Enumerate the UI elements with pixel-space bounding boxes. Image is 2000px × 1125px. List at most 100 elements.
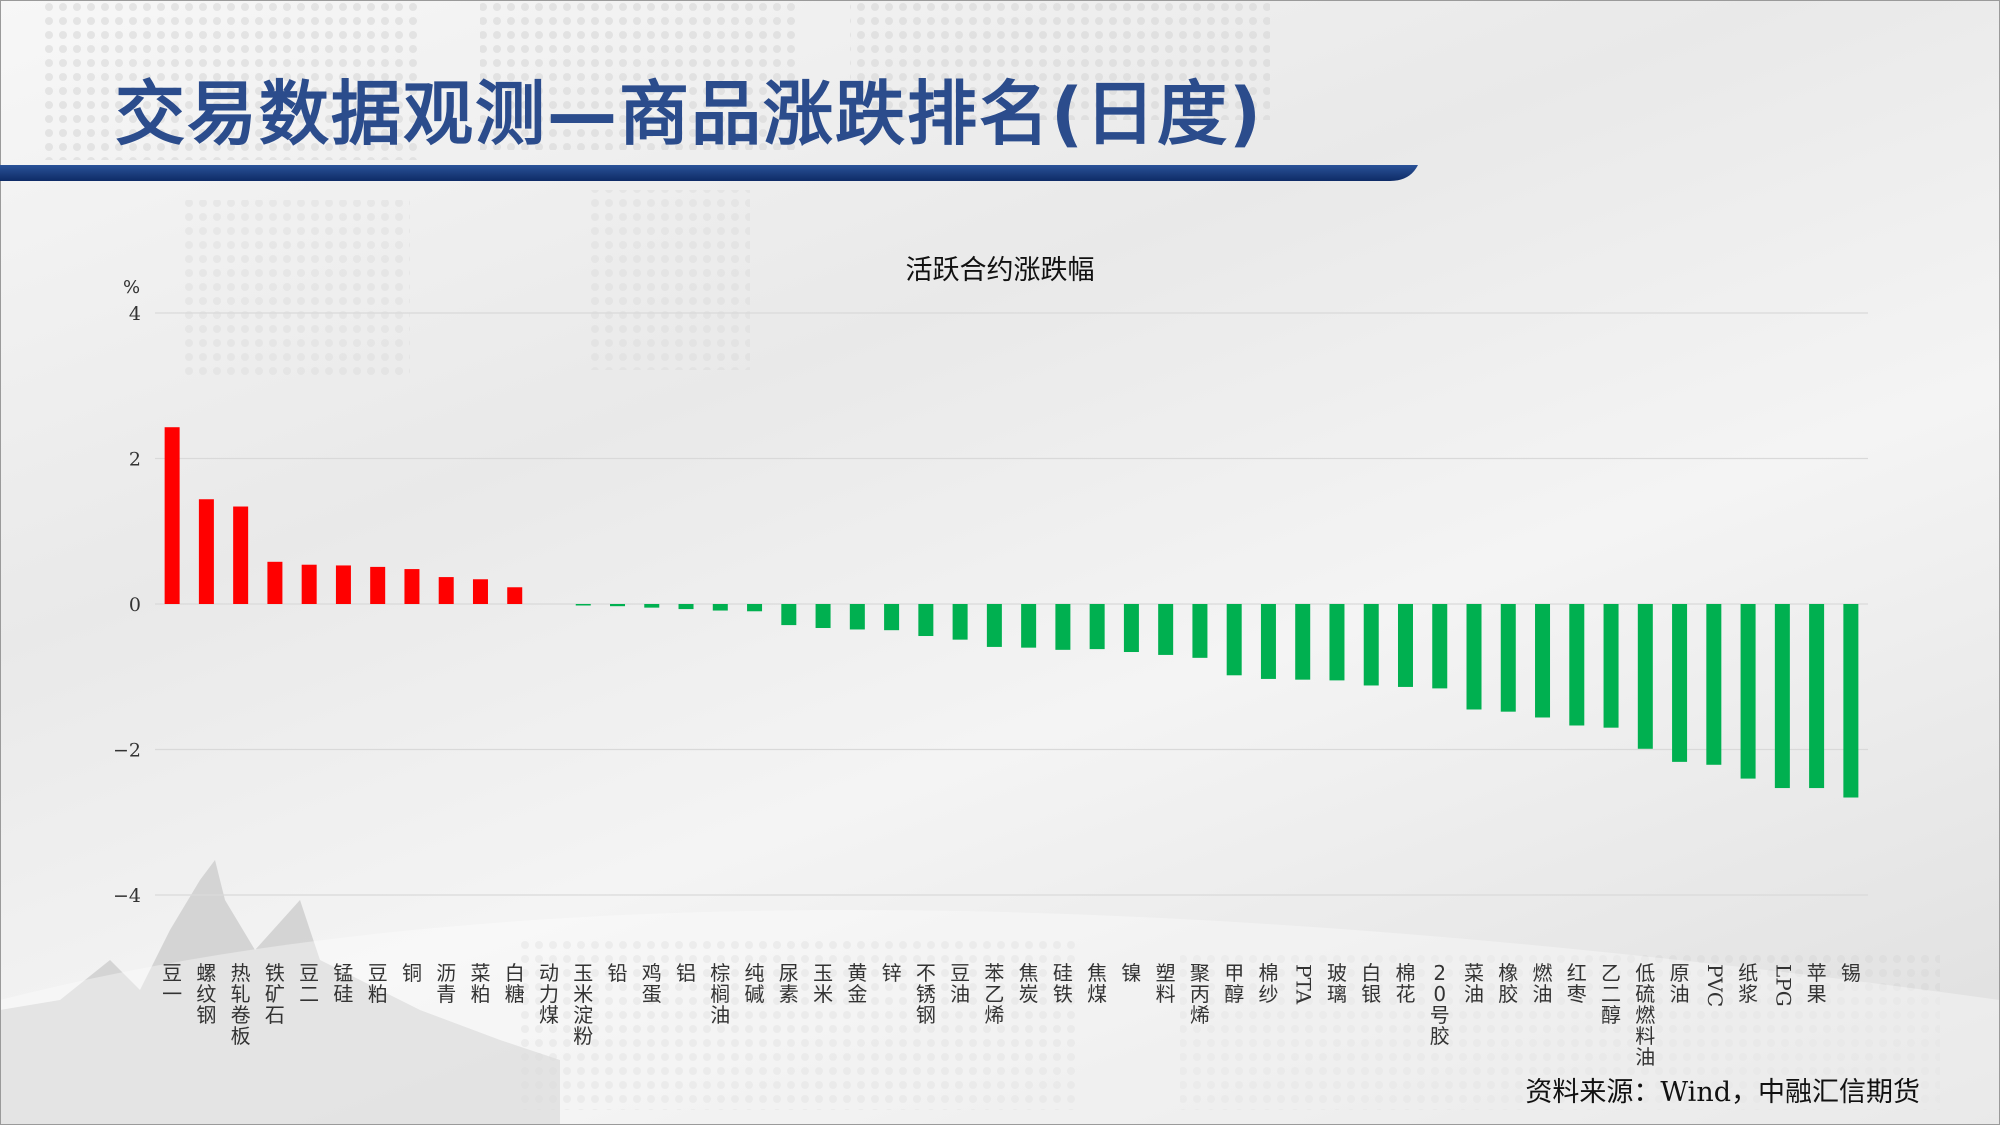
x-tick-label: 焦炭	[1019, 961, 1039, 1006]
x-tick-label: 玉米	[813, 961, 833, 1006]
bar	[1774, 604, 1790, 789]
bar	[1055, 604, 1071, 650]
bar	[1706, 604, 1722, 765]
bar	[404, 569, 420, 604]
x-tick-label: 不锈钢	[916, 961, 936, 1027]
x-tick-label: 锌	[882, 961, 902, 985]
bar	[849, 604, 865, 630]
x-tick-label: 黄金	[847, 961, 867, 1006]
title-underline-bar	[0, 165, 1418, 181]
bar	[1192, 604, 1208, 658]
bar	[1535, 604, 1551, 718]
x-tick-label: 塑料	[1156, 961, 1176, 1006]
x-tick-label: 燃油	[1533, 961, 1553, 1006]
x-tick-label: 螺纹钢	[196, 961, 216, 1027]
bar	[781, 604, 797, 626]
x-tick-label: 聚丙烯	[1190, 961, 1210, 1027]
y-tick-label: 0	[129, 594, 141, 616]
bar	[1432, 604, 1448, 689]
bar	[472, 579, 488, 604]
bar	[1329, 604, 1345, 681]
x-tick-label: LPG	[1771, 964, 1795, 1007]
x-tick-label: 硅铁	[1053, 961, 1073, 1006]
x-tick-label: 白银	[1361, 961, 1381, 1006]
bar	[1260, 604, 1276, 679]
bar	[1500, 604, 1516, 712]
x-tick-label: 沥青	[436, 961, 456, 1006]
bar	[1089, 604, 1105, 650]
bar	[1672, 604, 1688, 762]
bar	[952, 604, 968, 640]
x-tick-label: PTA	[1292, 964, 1316, 1005]
bar	[747, 604, 763, 612]
x-tick-label: PVC	[1703, 964, 1727, 1007]
bar	[986, 604, 1002, 647]
x-tick-label: 棉纱	[1258, 961, 1278, 1006]
bar	[918, 604, 934, 637]
bar	[335, 565, 351, 604]
x-tick-label: 热轧卷板	[231, 961, 251, 1048]
bar	[1123, 604, 1139, 653]
bar	[233, 506, 249, 604]
x-tick-label: 菜粕	[470, 961, 490, 1006]
bar	[370, 566, 386, 604]
bar	[1021, 604, 1037, 648]
bar	[1603, 604, 1619, 728]
x-tick-label: 豆二	[299, 961, 319, 1006]
bar	[712, 604, 728, 611]
x-tick-label: 玉米淀粉	[573, 961, 593, 1048]
x-tick-label: 橡胶	[1498, 961, 1518, 1006]
x-tick-label: 尿素	[779, 961, 799, 1006]
y-tick-label: 4	[129, 303, 141, 325]
bar	[1843, 604, 1859, 798]
y-tick-label: 2	[129, 449, 141, 471]
x-tick-label: 纯碱	[745, 961, 765, 1006]
x-tick-label: 豆一	[162, 961, 182, 1006]
x-tick-label: 焦煤	[1087, 961, 1107, 1006]
x-tick-label: 原油	[1670, 961, 1690, 1006]
x-tick-label: 玻璃	[1327, 961, 1347, 1006]
x-tick-label: 豆油	[950, 961, 970, 1006]
bar	[575, 604, 591, 606]
bar	[438, 577, 454, 604]
x-tick-label: 白糖	[505, 961, 525, 1006]
bar	[1158, 604, 1174, 655]
x-tick-label: 乙二醇	[1601, 961, 1621, 1027]
bar	[1740, 604, 1756, 779]
bar	[1809, 604, 1825, 789]
x-tick-label: 棕榈油	[710, 961, 730, 1027]
bar	[267, 561, 283, 604]
x-tick-label: 甲醇	[1224, 961, 1244, 1006]
bar	[1363, 604, 1379, 686]
x-tick-label: 纸浆	[1738, 961, 1758, 1006]
x-tick-label: 低硫燃料油	[1635, 961, 1655, 1069]
bar	[644, 604, 660, 608]
x-tick-label: 菜油	[1464, 961, 1484, 1006]
bar	[507, 587, 523, 604]
x-tick-label: 铝	[676, 961, 696, 985]
x-tick-label: 棉花	[1395, 961, 1415, 1006]
bar	[164, 427, 180, 604]
x-tick-label: 锰硅	[333, 961, 353, 1006]
bar	[815, 604, 831, 629]
bar	[678, 604, 694, 610]
x-tick-label: 铜	[402, 961, 422, 985]
chart-title: 活跃合约涨跌幅	[905, 255, 1095, 286]
x-tick-label: 镍	[1121, 961, 1141, 985]
y-tick-label: −2	[113, 740, 141, 762]
y-tick-label: −4	[113, 885, 141, 907]
x-tick-label: 苯乙烯	[984, 961, 1004, 1027]
x-tick-label: 苹果	[1807, 961, 1827, 1006]
x-tick-label: 铅	[608, 961, 628, 985]
bar	[301, 564, 317, 604]
x-tick-label: 鸡蛋	[642, 961, 662, 1006]
bar	[884, 604, 900, 631]
source-note: 资料来源：Wind，中融汇信期货	[1525, 1077, 1920, 1108]
y-axis-unit: %	[123, 277, 141, 298]
bar	[1295, 604, 1311, 680]
x-tick-label: 动力煤	[539, 961, 559, 1027]
bar	[1569, 604, 1585, 726]
bar	[1397, 604, 1413, 687]
